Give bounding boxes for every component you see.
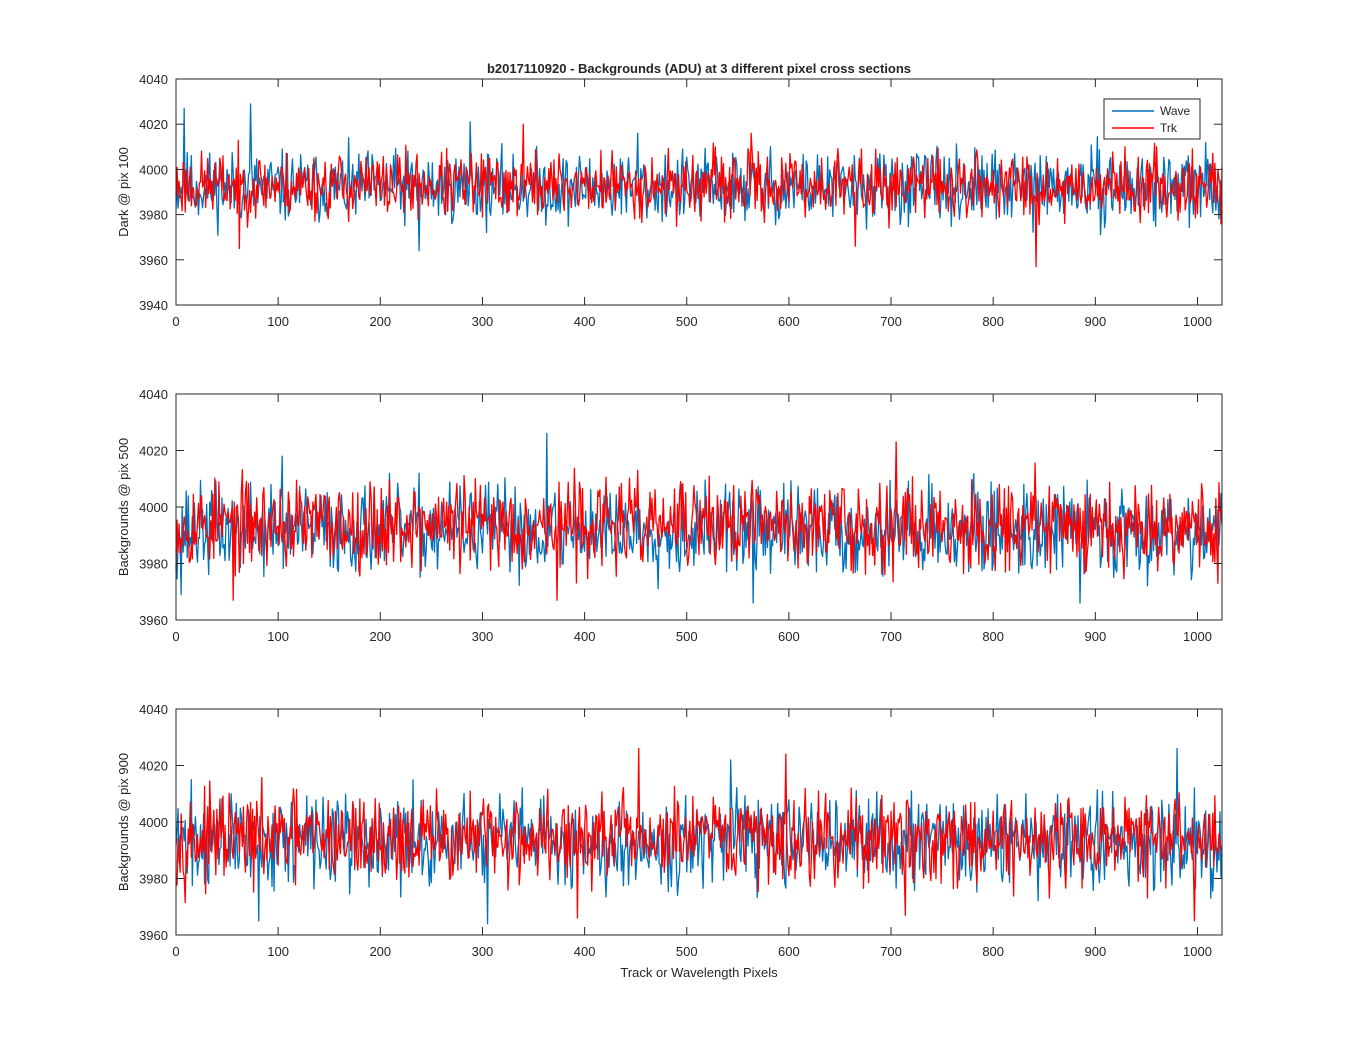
y-tick-label: 3960 [139, 928, 168, 943]
y-tick-label: 3940 [139, 298, 168, 313]
x-tick-label: 300 [472, 629, 494, 644]
y-tick-label: 4000 [139, 500, 168, 515]
x-tick-label: 800 [982, 944, 1004, 959]
x-tick-label: 0 [172, 629, 179, 644]
x-tick-label: 100 [267, 314, 289, 329]
x-tick-label: 0 [172, 314, 179, 329]
x-tick-label: 400 [574, 944, 596, 959]
axes-box [175, 78, 1223, 306]
y-tick-label: 4040 [139, 72, 168, 87]
y-tick-label: 4040 [139, 702, 168, 717]
x-tick-label: 800 [982, 314, 1004, 329]
x-tick-label: 500 [676, 314, 698, 329]
panel-3: 0 100 200 300 400 500 600 700 800 900 1000 3960 3980… [116, 702, 1223, 959]
y-tick-label: 3960 [139, 613, 168, 628]
x-tick-label: 100 [267, 944, 289, 959]
axes-box [175, 393, 1223, 621]
legend-box [1103, 98, 1201, 140]
x-tick-label: 1000 [1183, 629, 1212, 644]
x-tick-label: 1000 [1183, 314, 1212, 329]
x-tick-label: 900 [1084, 314, 1106, 329]
x-tick-label: 300 [472, 944, 494, 959]
series-trk-line [175, 441, 1223, 601]
x-tick-label: 1000 [1183, 944, 1212, 959]
figure-title: b2017110920 - Backgrounds (ADU) at 3 dif… [487, 61, 911, 76]
y-tick-label: 3980 [139, 208, 168, 223]
panel-2: 0 100 200 300 400 500 600 700 800 900 1000 3960 3980… [116, 387, 1223, 644]
legend-label-trk: Trk [1160, 121, 1178, 135]
x-tick-label: 100 [267, 629, 289, 644]
x-tick-label: 900 [1084, 944, 1106, 959]
y-axis-label: Backgrounds @ pix 900 [116, 753, 131, 891]
y-tick-label: 4020 [139, 444, 168, 459]
panel-1: 0 100 200 300 400 500 600 700 800 900 1000 3940 3960… [116, 72, 1223, 329]
x-tick-label: 600 [778, 629, 800, 644]
x-tick-label: 300 [472, 314, 494, 329]
x-tick-label: 400 [574, 314, 596, 329]
x-tick-label: 200 [369, 314, 391, 329]
legend: Wave Trk [1103, 98, 1201, 140]
y-tick-label: 4020 [139, 117, 168, 132]
x-tick-label: 900 [1084, 629, 1106, 644]
y-tick-label: 3960 [139, 253, 168, 268]
y-tick-label: 4040 [139, 387, 168, 402]
x-tick-label: 600 [778, 944, 800, 959]
x-tick-label: 700 [880, 944, 902, 959]
x-tick-label: 600 [778, 314, 800, 329]
y-tick-label: 3980 [139, 872, 168, 887]
x-tick-label: 500 [676, 944, 698, 959]
x-tick-label: 400 [574, 629, 596, 644]
x-axis-label: Track or Wavelength Pixels [620, 965, 778, 980]
legend-label-wave: Wave [1160, 104, 1191, 118]
x-tick-label: 200 [369, 944, 391, 959]
x-tick-label: 700 [880, 629, 902, 644]
x-tick-label: 500 [676, 629, 698, 644]
y-tick-label: 4000 [139, 162, 168, 177]
y-axis-label: Backgrounds @ pix 500 [116, 438, 131, 576]
x-tick-label: 800 [982, 629, 1004, 644]
x-tick-label: 0 [172, 944, 179, 959]
series-trk-line [175, 123, 1223, 268]
series-wave-line [175, 747, 1223, 925]
y-tick-label: 4000 [139, 815, 168, 830]
series-trk-line [175, 747, 1223, 922]
y-tick-label: 4020 [139, 759, 168, 774]
x-tick-label: 700 [880, 314, 902, 329]
y-tick-label: 3980 [139, 557, 168, 572]
x-tick-label: 200 [369, 629, 391, 644]
y-axis-label: Dark @ pix 100 [116, 147, 131, 237]
